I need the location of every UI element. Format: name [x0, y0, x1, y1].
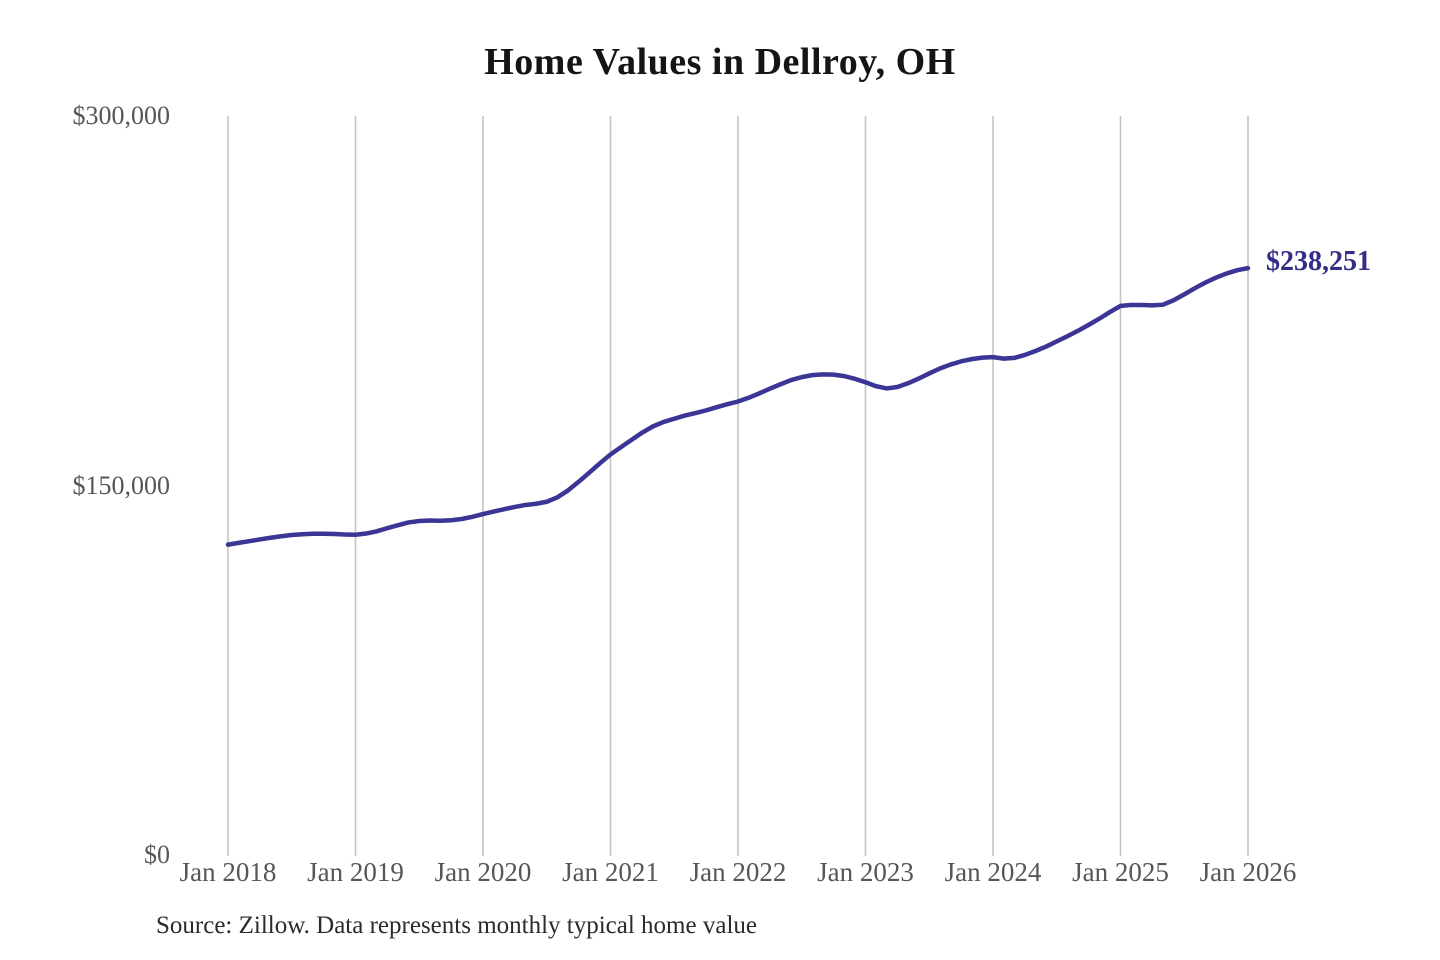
x-tick-label-jan-2025: Jan 2025	[1072, 857, 1169, 887]
x-tick-label-jan-2021: Jan 2021	[562, 857, 659, 887]
x-tick-label-jan-2024: Jan 2024	[944, 857, 1042, 887]
final-value-label: $238,251	[1266, 246, 1371, 278]
vertical-gridlines	[227, 116, 1249, 856]
x-tick-label-jan-2022: Jan 2022	[689, 857, 787, 887]
y-tick-label-300000: $300,000	[72, 101, 171, 130]
x-tick-label-jan-2018: Jan 2018	[179, 857, 277, 887]
chart-title: Home Values in Dellroy, OH	[484, 41, 956, 83]
y-tick-label-150000: $150,000	[72, 470, 171, 500]
x-tick-label-jan-2020: Jan 2020	[434, 857, 532, 887]
x-tick-label-jan-2023: Jan 2023	[817, 857, 914, 887]
x-tick-label-jan-2019: Jan 2019	[307, 857, 404, 887]
home-value-line	[225, 265, 1251, 547]
y-tick-label-0: $0	[144, 840, 170, 869]
source-note: Source: Zillow. Data represents monthly …	[156, 912, 757, 939]
x-tick-label-jan-2026: Jan 2026	[1199, 857, 1297, 887]
